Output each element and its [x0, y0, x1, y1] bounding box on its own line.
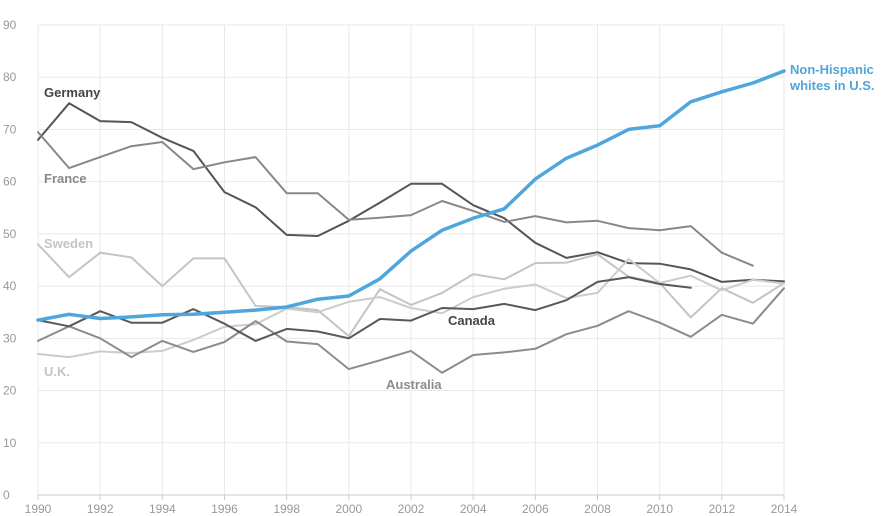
x-tick-label: 2008 [584, 502, 611, 516]
y-tick-label: 50 [3, 227, 17, 241]
y-tick-label: 60 [3, 175, 17, 189]
x-tick-label: 1994 [149, 502, 176, 516]
y-tick-label: 10 [3, 436, 17, 450]
x-tick-label: 1990 [25, 502, 52, 516]
series-line-australia [37, 287, 785, 374]
series-line-germany [37, 102, 785, 283]
x-tick-label: 2012 [708, 502, 735, 516]
x-tick-label: 2014 [771, 502, 798, 516]
y-tick-label: 30 [3, 331, 17, 345]
x-tick-label: 2002 [398, 502, 425, 516]
y-tick-label: 70 [3, 122, 17, 136]
label-canada: Canada [448, 313, 496, 328]
y-tick-label: 40 [3, 279, 17, 293]
y-tick-label: 0 [3, 488, 10, 502]
label-germany: Germany [44, 85, 101, 100]
series-labels: Germany France Sweden U.K. Australia Can… [44, 62, 875, 392]
series-lines [36, 69, 786, 374]
label-australia: Australia [386, 377, 442, 392]
series-line-non-hispanic-whites-in-u-s [36, 69, 786, 322]
x-tick-label: 2000 [335, 502, 362, 516]
series-line-canada [37, 276, 692, 342]
y-tick-label: 80 [3, 70, 17, 84]
x-tick-label: 1996 [211, 502, 238, 516]
y-tick-label: 90 [3, 18, 17, 32]
label-us-whites-line1: Non-Hispanic [790, 62, 874, 77]
y-tick-label: 20 [3, 384, 17, 398]
x-tick-label: 1992 [87, 502, 114, 516]
x-tick-label: 2010 [646, 502, 673, 516]
x-tick-label: 1998 [273, 502, 300, 516]
gridlines [37, 24, 785, 496]
series-line-france [37, 131, 754, 267]
x-tick-label: 2004 [460, 502, 487, 516]
label-sweden: Sweden [44, 236, 93, 251]
label-us-whites-line2: whites in U.S. [789, 78, 875, 93]
x-tick-label: 2006 [522, 502, 549, 516]
axes: 0 10 20 30 40 50 60 70 80 90 1990 1992 1994 1996 1998 2… [3, 18, 798, 516]
label-france: France [44, 171, 87, 186]
label-uk: U.K. [44, 364, 70, 379]
